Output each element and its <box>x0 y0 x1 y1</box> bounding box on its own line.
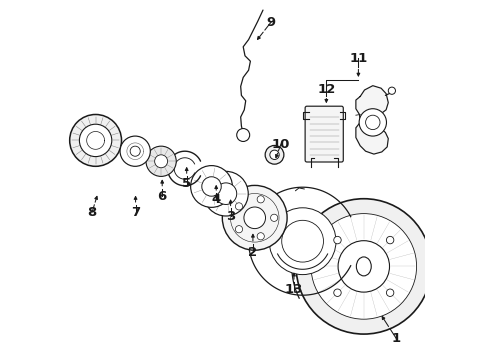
Text: 12: 12 <box>317 83 336 96</box>
Text: 6: 6 <box>158 190 167 203</box>
Circle shape <box>270 150 279 159</box>
Circle shape <box>204 171 248 216</box>
Circle shape <box>191 166 232 207</box>
Circle shape <box>334 289 341 296</box>
Circle shape <box>366 115 380 130</box>
Text: 5: 5 <box>182 177 191 190</box>
Text: 4: 4 <box>212 193 221 206</box>
Text: 10: 10 <box>272 138 290 150</box>
Text: 1: 1 <box>392 332 401 345</box>
Text: 8: 8 <box>87 206 97 219</box>
Circle shape <box>296 199 432 334</box>
Circle shape <box>70 114 122 166</box>
Circle shape <box>235 203 243 210</box>
Circle shape <box>265 145 284 164</box>
Circle shape <box>311 213 416 319</box>
Circle shape <box>257 196 264 203</box>
Polygon shape <box>356 86 388 154</box>
Ellipse shape <box>356 257 371 276</box>
Circle shape <box>130 146 140 156</box>
Circle shape <box>387 289 394 296</box>
Circle shape <box>79 124 112 157</box>
Circle shape <box>222 185 287 250</box>
Circle shape <box>338 241 390 292</box>
Circle shape <box>120 136 150 166</box>
Circle shape <box>146 146 176 176</box>
Circle shape <box>155 155 168 168</box>
Text: 9: 9 <box>267 16 275 29</box>
Circle shape <box>282 220 323 262</box>
Text: 7: 7 <box>131 206 140 219</box>
Circle shape <box>269 208 336 275</box>
Circle shape <box>215 183 237 204</box>
Text: 3: 3 <box>226 210 235 222</box>
Text: 11: 11 <box>349 52 368 65</box>
Circle shape <box>388 87 395 94</box>
Circle shape <box>257 233 264 240</box>
Circle shape <box>235 226 243 233</box>
FancyBboxPatch shape <box>305 106 343 162</box>
Text: 13: 13 <box>285 283 303 296</box>
Circle shape <box>359 109 387 136</box>
Text: 2: 2 <box>248 246 257 258</box>
Circle shape <box>244 207 266 229</box>
Circle shape <box>270 214 278 221</box>
Circle shape <box>237 129 250 141</box>
Circle shape <box>202 177 221 196</box>
Circle shape <box>387 237 394 244</box>
Circle shape <box>334 237 341 244</box>
